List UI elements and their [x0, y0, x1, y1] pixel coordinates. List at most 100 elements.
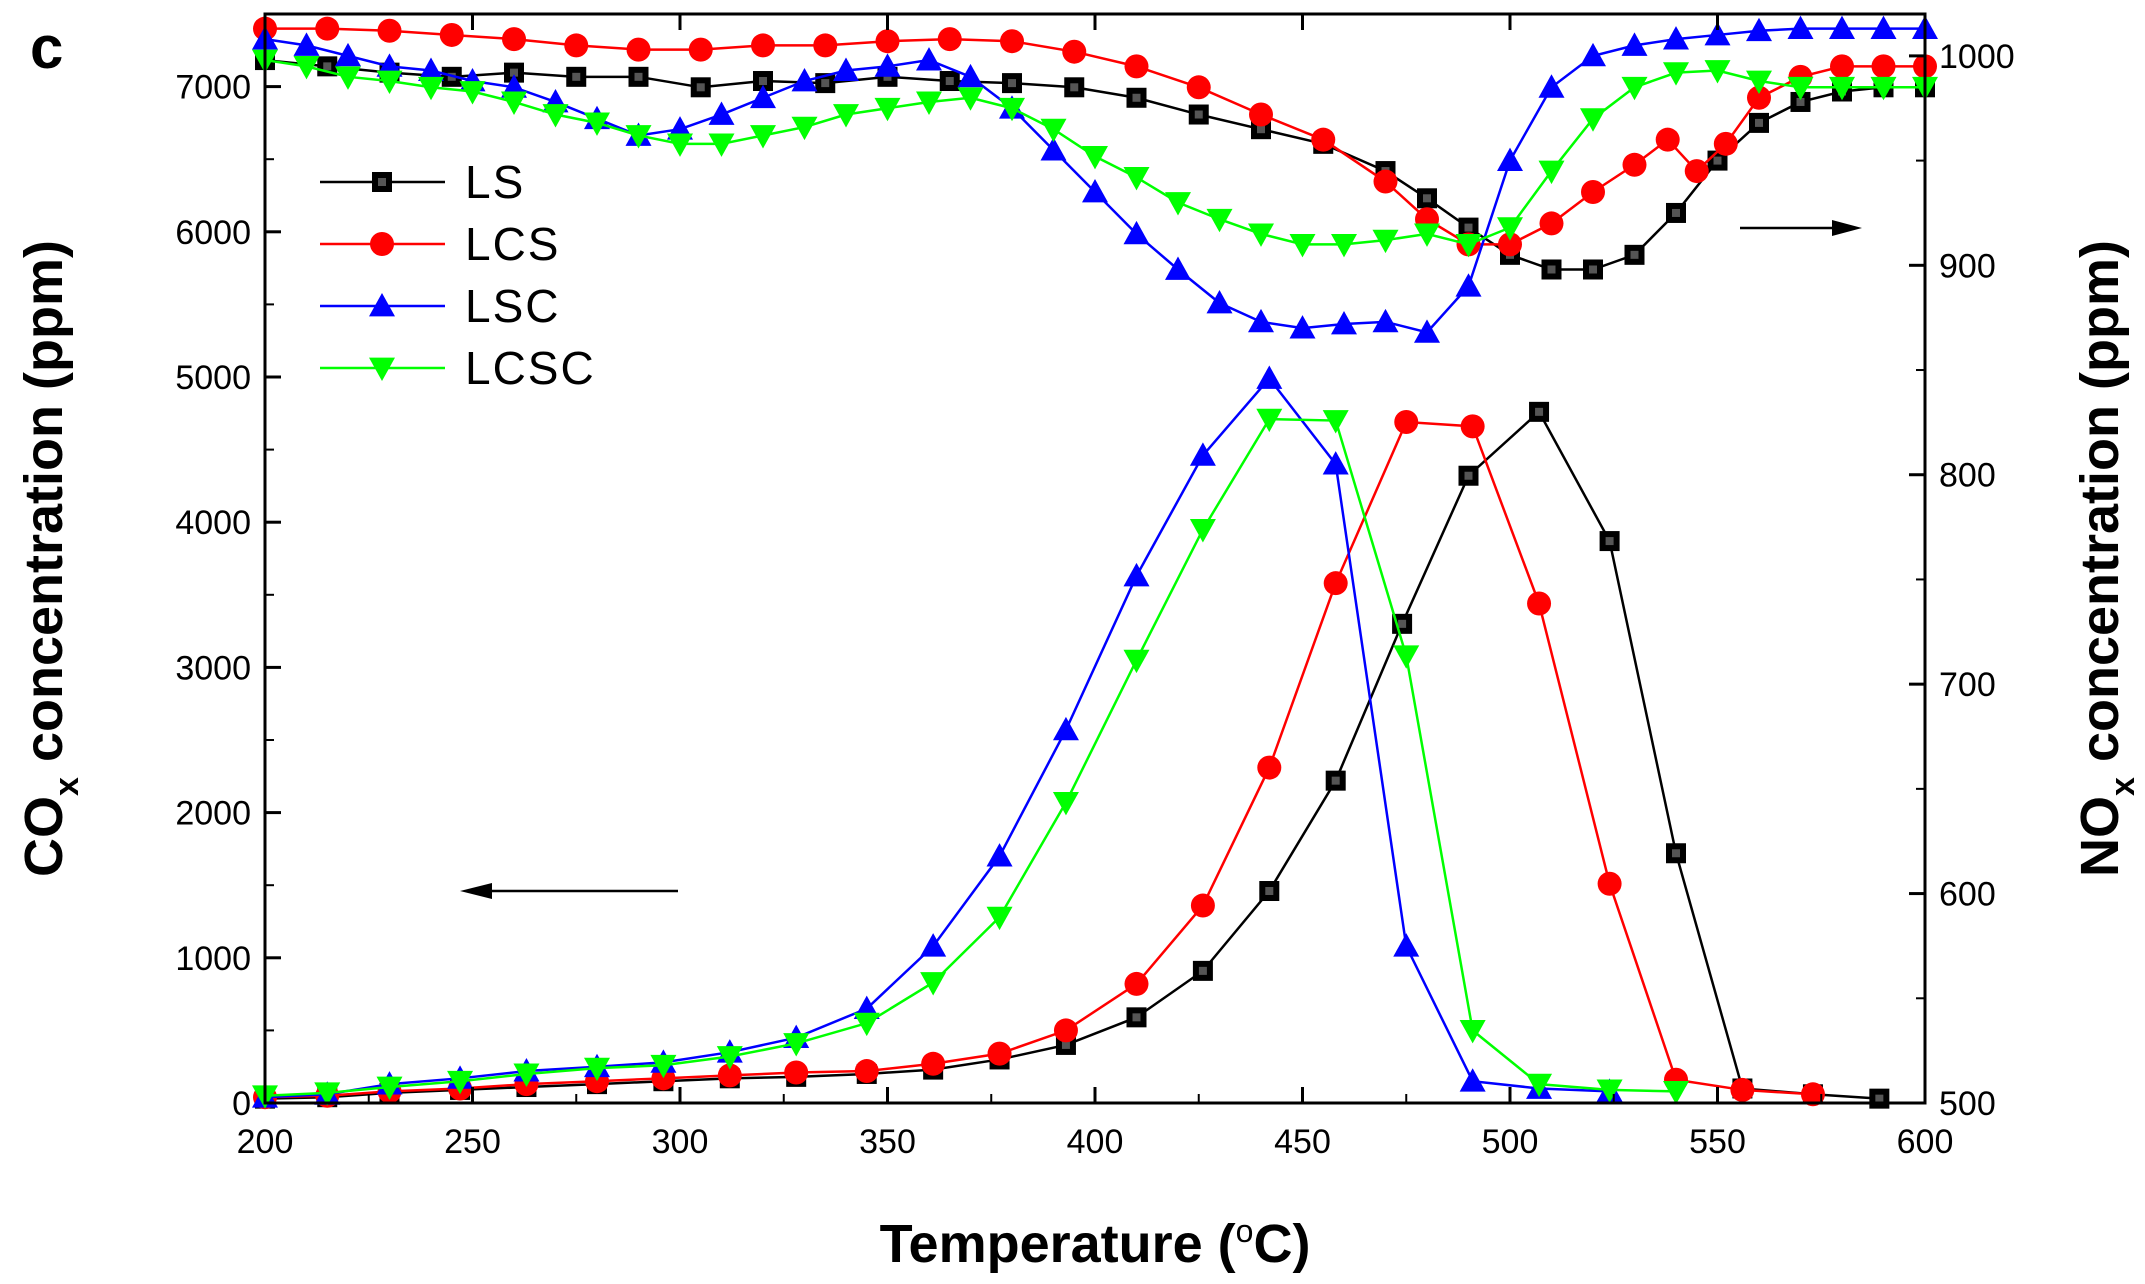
legend-label-lcs: LCS — [465, 218, 560, 270]
y-right-tick-label: 500 — [1939, 1085, 1996, 1123]
cox-point-lcs — [1257, 755, 1282, 780]
nox-point-lsc — [1289, 315, 1316, 339]
nox-point-ls-inner — [1630, 250, 1639, 259]
nox-point-ls-inner — [572, 72, 581, 81]
nox-point-lcsc — [1165, 192, 1191, 216]
nox-point-lcs — [564, 33, 589, 58]
nox-point-lcs — [439, 22, 464, 47]
nox-point-ls-inner — [1464, 223, 1473, 232]
nox-point-lcsc — [1538, 160, 1565, 185]
axis-layer: 200 250 300 350 400 450 500 550 6000100020003000… — [175, 12, 2015, 1161]
nox-point-lcs — [502, 27, 526, 52]
cox-point-lcsc — [584, 1057, 610, 1082]
nox-point-lcsc — [833, 104, 859, 128]
nox-point-lsc — [1497, 147, 1523, 171]
nox-point-lcsc — [1289, 233, 1316, 258]
nox-point-lcsc — [957, 87, 984, 111]
y-left-axis-title-tail: concentration (ppm) — [14, 240, 74, 777]
nox-point-lcsc — [1497, 217, 1523, 241]
cox-point-ls-inner — [1464, 471, 1473, 480]
left-arrow-annotation — [460, 883, 678, 899]
cox-point-lcsc — [920, 972, 947, 996]
x-tick-label: 350 — [859, 1123, 916, 1161]
cox-point-lsc — [920, 933, 947, 957]
nox-point-lsc — [1538, 74, 1565, 98]
y-left-axis-title: COx concentration (ppm) — [14, 240, 86, 877]
cox-point-lcs — [1597, 871, 1622, 896]
cox-point-lcsc — [447, 1070, 474, 1095]
nox-point-lcs — [1062, 39, 1087, 64]
nox-point-lsc — [293, 32, 320, 56]
nox-point-lcsc — [625, 125, 652, 149]
cox-point-ls-inner — [1398, 619, 1407, 628]
cox-point-lcsc — [1052, 792, 1079, 816]
nox-point-lsc — [1787, 15, 1814, 40]
cox-point-lcs — [1394, 410, 1419, 435]
nox-point-ls-inner — [634, 72, 643, 81]
cox-point-lcsc — [650, 1054, 677, 1079]
nox-point-lcs — [377, 18, 402, 43]
y-right-axis-title-tail: concentration (ppm) — [2070, 240, 2130, 777]
series-lcsc — [252, 49, 1938, 1109]
nox-point-ls-inner — [883, 72, 892, 81]
nox-point-lcsc — [1787, 76, 1814, 101]
x-axis-title-main: Temperature ( — [880, 1214, 1236, 1274]
cox-point-lcs — [1323, 571, 1348, 596]
nox-point-lcsc — [708, 133, 735, 157]
nox-point-lcsc — [916, 91, 942, 115]
cox-point-lcs — [784, 1060, 809, 1085]
nox-point-lcsc — [1829, 76, 1855, 101]
cox-point-lcsc — [376, 1076, 403, 1101]
nox-point-lcs — [1747, 85, 1771, 110]
legend-label-lsc: LSC — [465, 280, 560, 332]
nox-point-lcsc — [1455, 233, 1482, 258]
nox-point-lsc — [1248, 308, 1274, 333]
nox-point-lcs — [315, 16, 340, 41]
y-right-axis-title: NOx concentration (ppm) — [2070, 240, 2142, 877]
cox-point-lcs — [854, 1059, 879, 1084]
nox-point-lcsc — [1123, 166, 1150, 191]
nox-point-lcsc — [293, 55, 320, 80]
nox-point-lcsc — [418, 76, 444, 101]
nox-point-lcs — [1830, 54, 1854, 79]
y-right-axis-title-sub: x — [2104, 777, 2142, 796]
y-left-tick-label: 2000 — [175, 795, 251, 833]
nox-point-ls-inner — [1796, 97, 1805, 106]
nox-point-lsc — [708, 101, 735, 125]
x-tick-label: 250 — [444, 1123, 501, 1161]
nox-point-lcs — [1581, 180, 1605, 205]
nox-point-lsc — [1040, 137, 1067, 161]
nox-point-lsc — [335, 42, 361, 67]
nox-point-lsc — [750, 84, 776, 109]
cox-point-lcsc — [986, 906, 1013, 931]
cox-point-ls-inner — [1331, 776, 1340, 785]
plot-layer — [252, 15, 1938, 1110]
nox-point-ls-inner — [1755, 118, 1763, 127]
nox-point-lcs — [688, 37, 713, 62]
nox-point-lcsc — [999, 97, 1025, 122]
y-right-tick-label: 700 — [1939, 666, 1996, 704]
nox-point-lsc — [957, 63, 984, 88]
nox-point-lcsc — [376, 70, 403, 95]
legend-marker-ls-inner — [378, 178, 386, 186]
cox-point-ls-inner — [1535, 407, 1544, 416]
cox-line-lcs — [264, 420, 1814, 1099]
nox-point-lcs — [813, 33, 838, 58]
cox-point-lcsc — [1663, 1080, 1689, 1105]
nox-point-lcsc — [1331, 233, 1357, 258]
cox-point-lcsc — [1322, 410, 1349, 434]
nox-point-lcs — [875, 29, 900, 54]
cox-point-lcsc — [513, 1063, 540, 1087]
panel-label: c — [30, 14, 63, 81]
nox-point-lsc — [791, 68, 818, 92]
legend-marker-lcs — [370, 232, 394, 256]
nox-point-lcsc — [1040, 118, 1067, 143]
nox-point-lcs — [1124, 54, 1149, 79]
cox-line-lcsc — [264, 417, 1677, 1097]
cox-point-lcs — [1800, 1082, 1825, 1107]
x-tick-label: 200 — [237, 1123, 294, 1161]
nox-point-ls-inner — [1713, 156, 1722, 165]
